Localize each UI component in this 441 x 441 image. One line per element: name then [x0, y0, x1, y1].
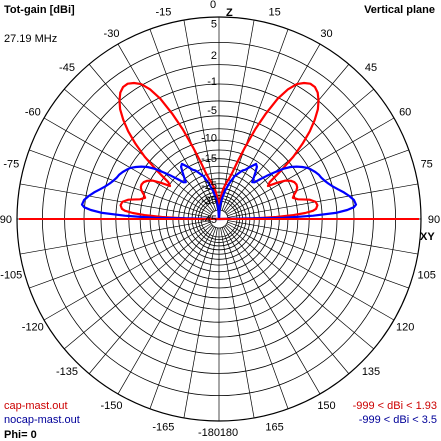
- radial-tick-label: -10: [201, 133, 217, 145]
- grid-spoke: [20, 220, 211, 255]
- legend-range-red: -999 < dBi < 1.93: [353, 400, 437, 412]
- grid-spoke: [221, 29, 289, 211]
- radial-tick-label: -25: [201, 180, 217, 192]
- frequency-label: 27.19 MHz: [4, 33, 57, 45]
- angle-tick-label: -90: [0, 214, 12, 226]
- grid-spoke: [227, 221, 409, 289]
- angle-tick-label: -30: [104, 28, 120, 40]
- angle-tick-label: -180: [198, 427, 220, 439]
- grid-spoke: [149, 29, 217, 211]
- angle-tick-label: 45: [365, 62, 377, 74]
- angle-tick-label: 150: [317, 400, 335, 412]
- angle-tick-label: 15: [268, 6, 280, 18]
- legend-series-blue: nocap-mast.out: [4, 414, 80, 426]
- zenith-axis-label: Z: [226, 7, 233, 19]
- grid-spoke: [220, 20, 255, 211]
- plane-label: Vertical plane: [364, 4, 435, 16]
- grid-spoke: [43, 223, 212, 321]
- grid-spoke: [225, 88, 374, 214]
- angle-tick-label: 60: [399, 107, 411, 119]
- radial-tick-label: -45: [201, 214, 217, 226]
- angle-tick-label: 0: [210, 0, 216, 11]
- angle-tick-label: -75: [3, 158, 19, 170]
- grid-spoke: [226, 223, 395, 321]
- angle-tick-label: -135: [56, 366, 78, 378]
- grid-spoke: [223, 226, 321, 395]
- angle-tick-label: -120: [22, 322, 44, 334]
- phi-label: Phi= 0: [4, 429, 37, 441]
- grid-spoke: [88, 64, 214, 213]
- angle-tick-label: 105: [418, 270, 436, 282]
- grid-spoke: [43, 117, 212, 215]
- grid-spoke: [224, 64, 350, 213]
- grid-spoke: [117, 226, 215, 395]
- grid-spoke: [223, 43, 321, 212]
- pattern-series: [19, 81, 419, 221]
- grid-spoke: [183, 227, 218, 418]
- grid-spoke: [220, 227, 255, 418]
- angle-tick-label: 135: [362, 366, 380, 378]
- angle-tick-label: -165: [152, 422, 174, 434]
- grid-spoke: [29, 221, 211, 289]
- angle-tick-label: -15: [155, 6, 171, 18]
- grid-spoke: [227, 183, 418, 218]
- grid-spoke: [221, 227, 289, 409]
- angle-tick-label: 180: [220, 427, 238, 439]
- chart-title: Tot-gain [dBi]: [4, 4, 75, 16]
- angle-tick-label: 120: [396, 322, 414, 334]
- grid-spoke: [64, 88, 213, 214]
- horizon-axis-label: XY: [420, 231, 435, 243]
- radial-tick-label: -1: [207, 76, 217, 88]
- angle-tick-label: -60: [25, 107, 41, 119]
- angle-tick-label: 75: [421, 158, 433, 170]
- angle-tick-label: -105: [0, 270, 22, 282]
- grid-spoke: [225, 224, 374, 350]
- angle-tick-label: 90: [428, 214, 440, 226]
- angle-tick-label: -45: [59, 62, 75, 74]
- grid-spoke: [117, 43, 215, 212]
- angle-tick-label: 165: [265, 422, 283, 434]
- radial-tick-label: 2: [211, 50, 217, 62]
- grid-spoke: [29, 149, 211, 217]
- grid-spoke: [88, 225, 214, 374]
- radial-tick-label: -35: [201, 195, 217, 207]
- grid-spoke: [224, 225, 350, 374]
- grid-spoke: [227, 149, 409, 217]
- angle-tick-label: 30: [320, 28, 332, 40]
- grid-spoke: [227, 220, 418, 255]
- radial-tick-label: -15: [201, 153, 217, 165]
- grid-spoke: [183, 20, 218, 211]
- grid-spoke: [226, 117, 395, 215]
- radial-tick-label: -5: [207, 105, 217, 117]
- angle-tick-label: -150: [100, 400, 122, 412]
- radial-tick-label: 5: [211, 18, 217, 30]
- legend-series-red: cap-mast.out: [4, 400, 68, 412]
- legend-range-blue: -999 < dBi < 3.5: [359, 414, 437, 426]
- grid-spoke: [20, 183, 211, 218]
- grid-spoke: [64, 224, 213, 350]
- grid-spoke: [149, 227, 217, 409]
